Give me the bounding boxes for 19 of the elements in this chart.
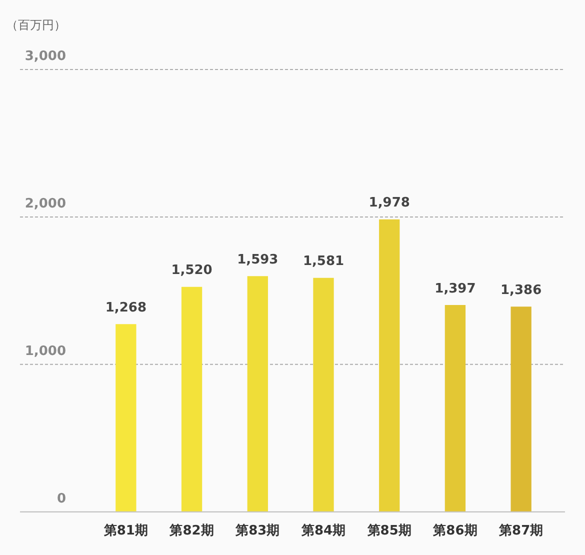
y-tick-label: 1,000 <box>24 344 66 359</box>
y-tick-label: 3,000 <box>24 48 66 64</box>
x-tick-label: 第81期 <box>102 524 148 539</box>
x-tick-label: 第85期 <box>366 524 412 539</box>
data-label: 1,593 <box>237 252 278 268</box>
data-label: 1,978 <box>368 196 410 211</box>
x-tick-label: 第82期 <box>168 524 214 539</box>
data-label: 1,520 <box>171 263 212 278</box>
y-tick-label: 2,000 <box>24 196 66 212</box>
x-tick-label: 第84期 <box>300 524 346 539</box>
x-tick-label: 第83期 <box>234 524 280 539</box>
x-tick-label: 第86期 <box>432 524 478 539</box>
y-tick-label: 0 <box>56 491 66 506</box>
y-axis-title: （百万円） <box>6 18 66 32</box>
data-label: 1,581 <box>302 254 344 270</box>
data-label: 1,268 <box>105 300 146 316</box>
x-tick-label: 第87期 <box>498 524 544 539</box>
data-label: 1,397 <box>434 281 476 296</box>
data-label: 1,386 <box>500 282 542 298</box>
